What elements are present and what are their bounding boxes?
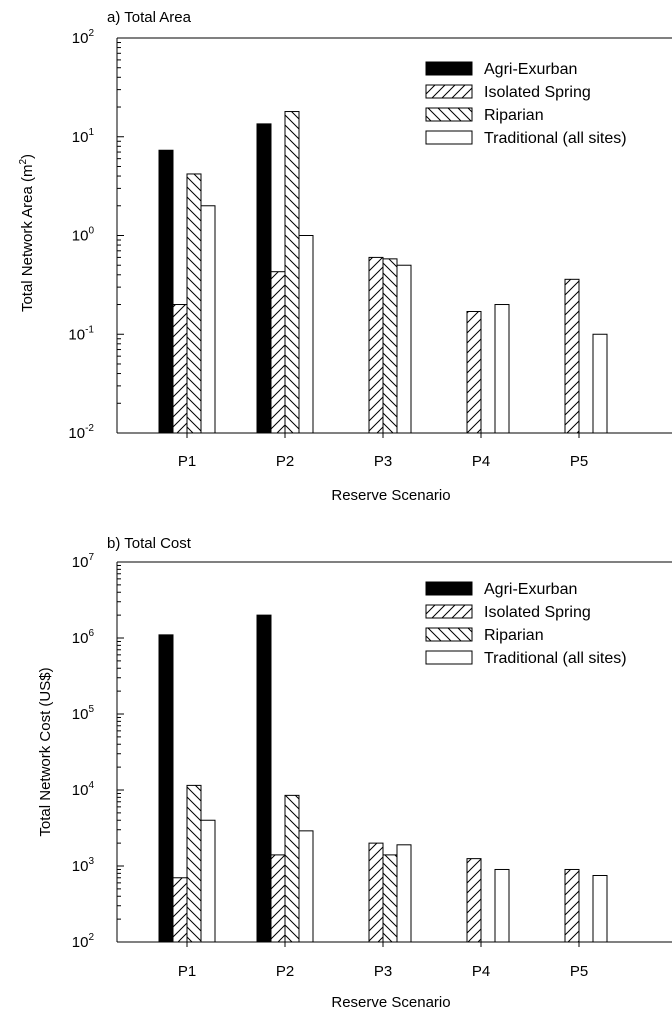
- panel-a-x-tick-label: P4: [472, 453, 490, 470]
- panel-b-y-tick-label: 102: [72, 932, 95, 951]
- panel-a-legend-label-riparian: Riparian: [484, 107, 544, 124]
- panel-b-bar-traditional-all-sites-p3: [396, 844, 412, 943]
- panel-a-bar-traditional-all-sites-p4: [494, 304, 510, 434]
- panel-a: a) Total Area Total Network Area (m2) Re…: [18, 9, 672, 504]
- panel-b-bar-agri-exurban-p1: [158, 634, 174, 943]
- panel-a-bar-agri-exurban-p1: [158, 149, 174, 434]
- panel-b-bar-riparian-p3: [382, 854, 398, 943]
- panel-b-bar-isolated-spring-p3: [368, 842, 384, 943]
- panel-b-x-tick-label: P5: [570, 963, 588, 980]
- panel-a-bar-traditional-all-sites-p5: [592, 333, 608, 434]
- panel-a-legend-label-agri-exurban: Agri-Exurban: [484, 61, 577, 78]
- panel-b-bar-riparian-p1: [186, 784, 202, 943]
- panel-b-y-tick-label: 106: [72, 628, 95, 647]
- panel-a-bar-traditional-all-sites-p1: [200, 205, 216, 434]
- panel-b-legend-label-traditional-all-sites: Traditional (all sites): [484, 650, 627, 667]
- panel-a-bar-agri-exurban-p2: [256, 123, 272, 434]
- panel-b-bar-isolated-spring-p5: [564, 868, 580, 943]
- panel-a-bar-riparian-p1: [186, 173, 202, 434]
- panel-a-x-axis-label: Reserve Scenario: [331, 487, 450, 504]
- panel-b-bar-traditional-all-sites-p5: [592, 874, 608, 943]
- panel-b-x-tick-label: P2: [276, 963, 294, 980]
- panel-a-bar-traditional-all-sites-p2: [298, 235, 314, 434]
- panel-b-bar-isolated-spring-p1: [172, 877, 188, 943]
- panel-a-bar-traditional-all-sites-p3: [396, 264, 412, 434]
- panel-b-x-tick-label: P1: [178, 963, 196, 980]
- panel-b-bar-traditional-all-sites-p1: [200, 819, 216, 943]
- panel-a-legend-label-traditional-all-sites: Traditional (all sites): [484, 130, 627, 147]
- panel-b-legend-label-riparian: Riparian: [484, 627, 544, 644]
- panel-a-x-tick-label: P5: [570, 453, 588, 470]
- panel-a-y-tick-label: 10-1: [68, 324, 94, 343]
- panel-b-y-axis-label: Total Network Cost (US$): [37, 667, 54, 836]
- panel-a-bar-isolated-spring-p3: [368, 256, 384, 434]
- panel-b-bar-riparian-p2: [284, 794, 300, 943]
- panel-a-y-axis-label: Total Network Area (m2): [18, 154, 36, 312]
- panel-b-legend-swatch-agri-exurban: [425, 581, 473, 596]
- panel-a-legend-label-isolated-spring: Isolated Spring: [484, 84, 591, 101]
- panel-a-bar-isolated-spring-p4: [466, 310, 482, 434]
- panel-a-legend-swatch-traditional-all-sites: [425, 130, 473, 145]
- panel-a-x-tick-label: P1: [178, 453, 196, 470]
- panel-b-bar-traditional-all-sites-p2: [298, 830, 314, 943]
- panel-b-y-tick-label: 105: [72, 704, 95, 723]
- panel-b-y-tick-label: 103: [72, 856, 95, 875]
- panel-b-legend-swatch-isolated-spring: [425, 604, 473, 619]
- panel-b-y-tick-label: 107: [72, 552, 95, 571]
- panel-a-bar-isolated-spring-p5: [564, 278, 580, 434]
- panel-a-title: a) Total Area: [107, 9, 192, 26]
- panel-b-y-tick-label: 104: [72, 780, 95, 799]
- panel-b-legend-label-agri-exurban: Agri-Exurban: [484, 581, 577, 598]
- panel-a-x-tick-label: P2: [276, 453, 294, 470]
- panel-b-x-tick-label: P4: [472, 963, 490, 980]
- panel-b-bar-agri-exurban-p2: [256, 614, 272, 943]
- panel-a-bar-isolated-spring-p1: [172, 304, 188, 434]
- panel-b-bar-isolated-spring-p4: [466, 858, 482, 943]
- panel-b-bar-isolated-spring-p2: [270, 854, 286, 943]
- panel-a-bar-isolated-spring-p2: [270, 271, 286, 434]
- panel-a-x-tick-label: P3: [374, 453, 392, 470]
- panel-a-bar-riparian-p2: [284, 111, 300, 434]
- panel-a-y-tick-label: 100: [72, 226, 95, 245]
- panel-a-bar-riparian-p3: [382, 258, 398, 434]
- panel-b-title: b) Total Cost: [107, 535, 192, 552]
- panel-b-x-axis-label: Reserve Scenario: [331, 994, 450, 1011]
- panel-a-y-tick-label: 10-2: [68, 423, 94, 442]
- panel-a-y-tick-label: 102: [72, 28, 95, 47]
- panel-a-legend-swatch-riparian: [425, 107, 473, 122]
- panel-b: b) Total Cost Total Network Cost (US$) R…: [37, 535, 672, 1011]
- panel-b-legend-swatch-traditional-all-sites: [425, 650, 473, 665]
- panel-b-bar-traditional-all-sites-p4: [494, 868, 510, 943]
- panel-b-legend-label-isolated-spring: Isolated Spring: [484, 604, 591, 621]
- panel-a-legend-swatch-agri-exurban: [425, 61, 473, 76]
- panel-b-x-tick-label: P3: [374, 963, 392, 980]
- panel-b-legend-swatch-riparian: [425, 627, 473, 642]
- panel-a-legend-swatch-isolated-spring: [425, 84, 473, 99]
- panel-a-y-tick-label: 101: [72, 127, 95, 146]
